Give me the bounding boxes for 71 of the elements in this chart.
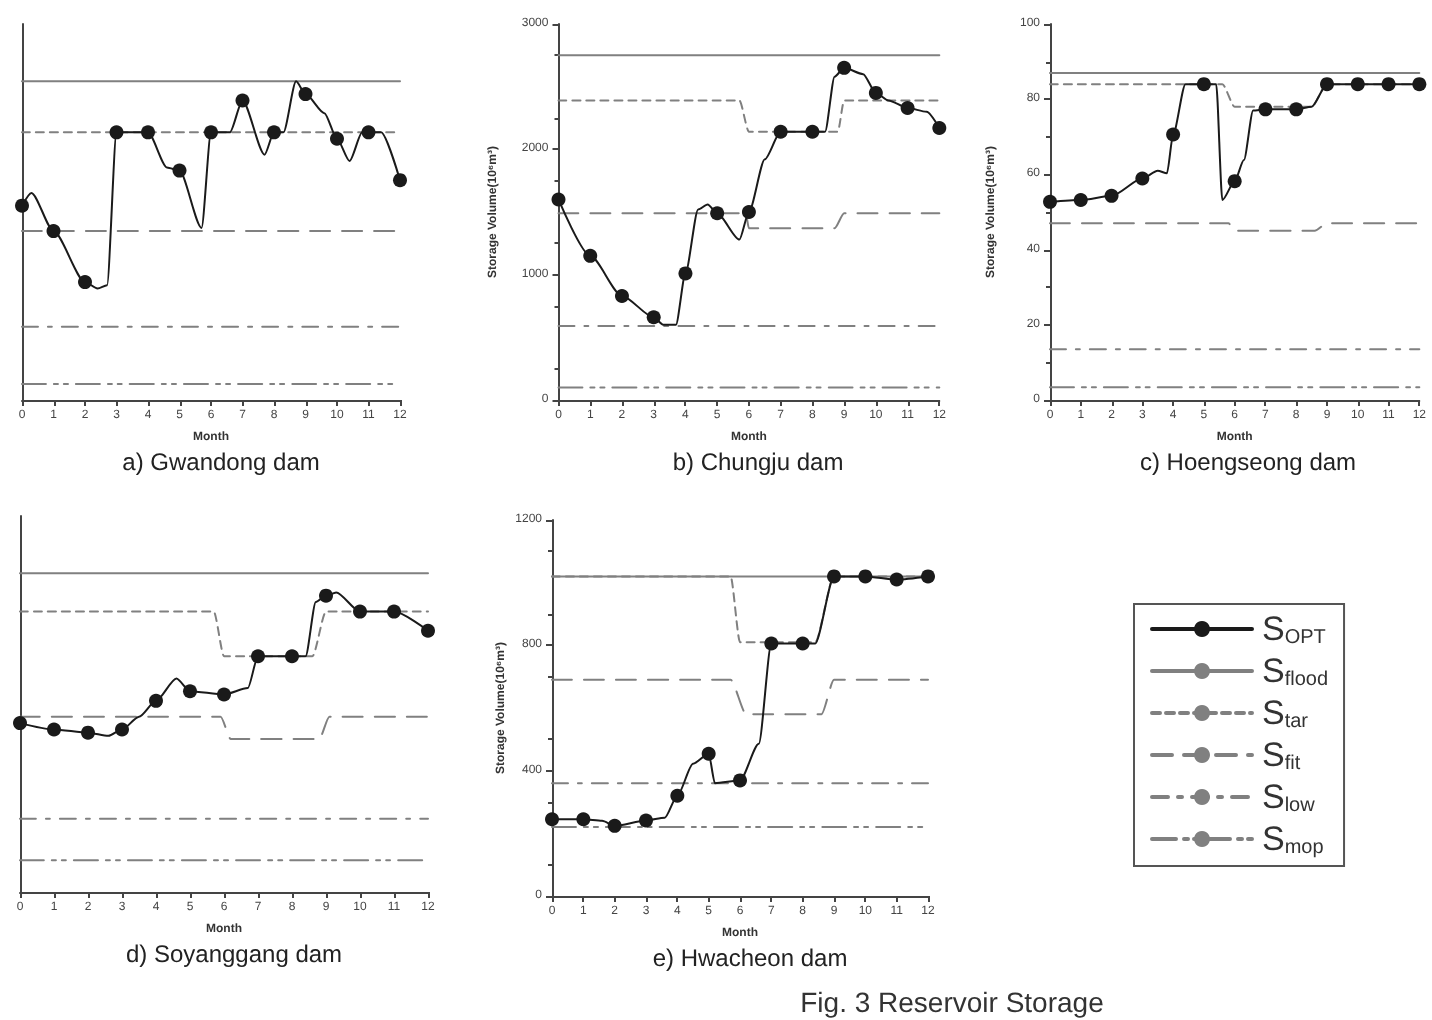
point	[115, 722, 129, 737]
point	[868, 85, 883, 100]
text: c) Hoengseong dam	[1139, 448, 1357, 476]
point	[583, 248, 598, 263]
caption: Fig. 3 Reservoir Storage	[800, 986, 1105, 1018]
point	[46, 224, 61, 239]
point	[109, 125, 124, 140]
point	[1196, 77, 1211, 92]
point	[701, 746, 716, 761]
text: e) Hwacheon dam	[652, 944, 848, 972]
point	[639, 813, 653, 828]
point	[1073, 192, 1088, 207]
point	[1412, 77, 1427, 92]
point	[1166, 127, 1181, 142]
point	[1320, 77, 1334, 92]
point	[47, 722, 61, 737]
point	[204, 125, 218, 140]
text: a) Gwandong dam	[122, 448, 320, 476]
point	[545, 812, 559, 827]
point	[15, 198, 29, 213]
point	[889, 572, 904, 587]
point	[1350, 77, 1365, 92]
point	[78, 275, 92, 290]
point	[607, 818, 622, 833]
point	[858, 569, 873, 584]
text: b) Chungju dam	[672, 448, 844, 476]
point	[900, 100, 915, 115]
point	[393, 173, 407, 188]
point	[13, 716, 27, 731]
point	[183, 684, 197, 699]
point	[551, 192, 566, 207]
point	[1381, 77, 1396, 92]
point	[235, 93, 250, 108]
point	[353, 604, 367, 619]
point	[1289, 102, 1304, 117]
point	[298, 87, 313, 102]
point	[361, 125, 376, 140]
point	[646, 310, 661, 325]
point	[805, 124, 820, 139]
point	[614, 288, 629, 303]
point	[217, 687, 231, 702]
point	[149, 693, 163, 708]
point	[267, 125, 281, 140]
point	[141, 125, 155, 140]
point	[921, 569, 935, 584]
point	[330, 131, 344, 146]
point	[421, 623, 435, 638]
point	[1135, 171, 1150, 186]
point	[678, 266, 693, 281]
point	[741, 205, 756, 219]
point	[1258, 102, 1273, 117]
point	[1043, 194, 1057, 209]
point	[773, 124, 788, 139]
point	[1104, 188, 1119, 203]
point	[285, 649, 299, 664]
point	[733, 773, 747, 788]
point	[670, 788, 685, 803]
point	[576, 812, 591, 827]
point	[387, 604, 401, 619]
point	[251, 649, 265, 664]
point	[1227, 174, 1242, 189]
point	[764, 636, 779, 651]
point	[172, 163, 187, 178]
point	[837, 60, 852, 75]
point	[710, 206, 725, 221]
point	[81, 725, 95, 740]
point	[827, 569, 841, 584]
point	[932, 121, 947, 136]
text: d) Soyanggang dam	[125, 940, 343, 968]
point	[319, 588, 333, 603]
point	[795, 636, 810, 651]
